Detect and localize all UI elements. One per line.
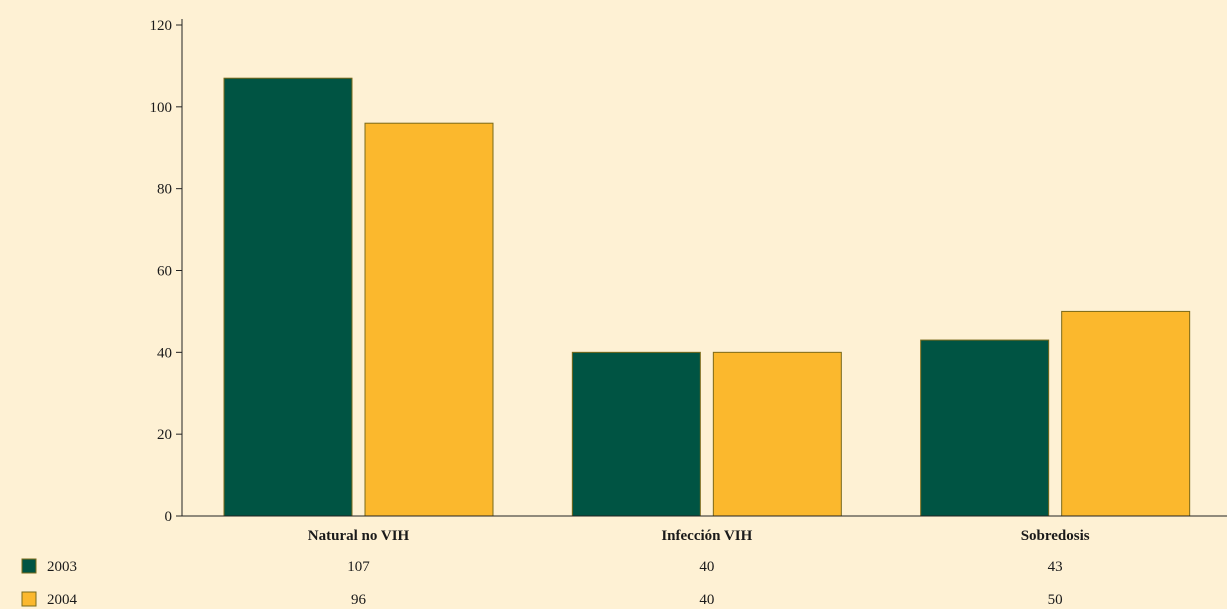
- data-table-cell: 40: [699, 592, 714, 608]
- y-tick-label: 40: [157, 345, 172, 361]
- data-table-cell: 43: [1048, 559, 1063, 575]
- bar-2004-0: [364, 122, 494, 517]
- data-table-cell: 96: [351, 592, 367, 608]
- legend-swatch-2003: [21, 558, 37, 574]
- bar-2004-2: [1061, 310, 1191, 517]
- y-tick-label: 120: [150, 18, 173, 34]
- legend-label: 2003: [47, 559, 77, 575]
- x-axis: Natural no VIH Infección VIH Sobredosis: [182, 515, 1227, 544]
- data-table-cell: 107: [347, 559, 370, 575]
- x-tick-label: Sobredosis: [1021, 528, 1090, 544]
- y-tick-label: 20: [157, 427, 172, 443]
- bar-2003-1: [571, 351, 701, 517]
- bar-2004-1: [712, 351, 842, 517]
- legend-label: 2004: [47, 592, 78, 608]
- y-tick-label: 100: [150, 100, 173, 116]
- bars: [223, 77, 1191, 517]
- data-table-cell: 40: [699, 559, 714, 575]
- data-table: 2003 107 40 43 2004 96 40 50: [21, 558, 1063, 608]
- legend-swatch-2004: [21, 591, 37, 607]
- y-axis: 0 20 40 60 80 100 120: [150, 18, 183, 525]
- x-tick-label: Natural no VIH: [308, 528, 410, 544]
- y-tick-label: 80: [157, 182, 172, 198]
- bar-2003-0: [223, 77, 353, 517]
- data-table-cell: 50: [1048, 592, 1063, 608]
- bar-2003-2: [920, 339, 1050, 517]
- x-tick-label: Infección VIH: [661, 528, 752, 544]
- y-tick-label: 0: [165, 509, 173, 525]
- y-tick-label: 60: [157, 264, 172, 280]
